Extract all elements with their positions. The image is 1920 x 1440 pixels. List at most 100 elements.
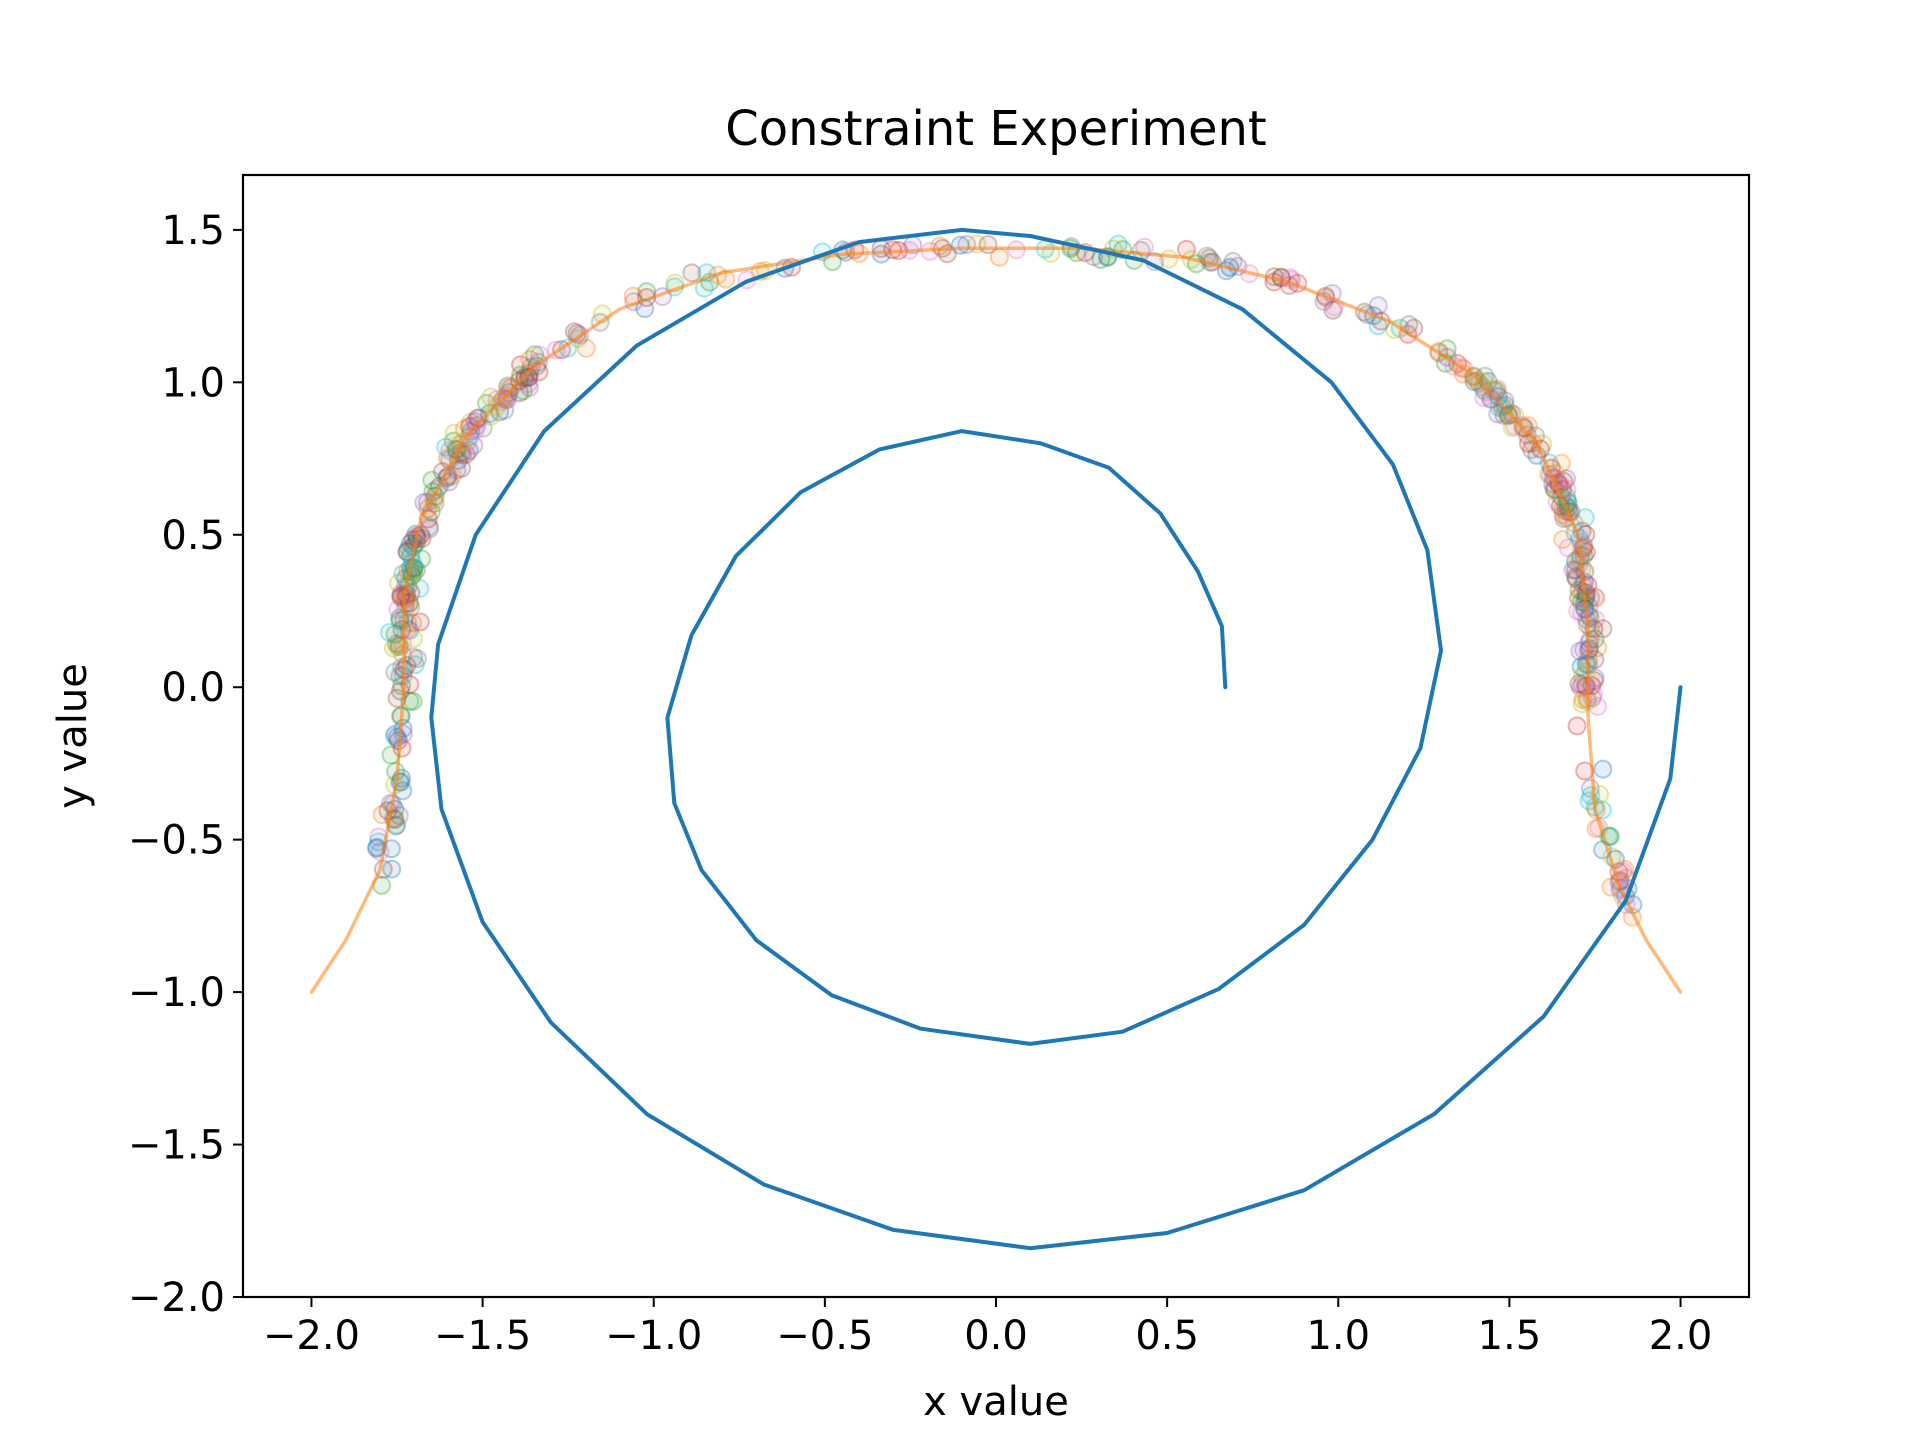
- scatter-point: [452, 458, 472, 478]
- y-tick-label: −2.0: [128, 1275, 225, 1321]
- scatter-point: [1593, 619, 1613, 639]
- scatter-point: [519, 367, 539, 387]
- scatter-point: [392, 676, 412, 696]
- y-tick-label: 1.5: [161, 208, 225, 254]
- scatter-point: [436, 437, 456, 457]
- scatter-point: [1575, 508, 1595, 528]
- scatter-point: [487, 389, 507, 409]
- scatter-point: [513, 381, 533, 401]
- scatter-point: [989, 247, 1009, 267]
- scatter-point: [525, 345, 545, 365]
- scatter-point: [476, 393, 496, 413]
- scatter-point: [1495, 395, 1515, 415]
- scatter-point: [1580, 630, 1600, 650]
- scatter-point: [499, 379, 519, 399]
- y-tick-label: −1.0: [128, 970, 225, 1016]
- spiral-line: [429, 227, 1683, 1251]
- scatter-point: [1505, 405, 1525, 425]
- scatter-point: [1483, 380, 1503, 400]
- scatter-point: [511, 355, 531, 375]
- x-axis-label: x value: [923, 1379, 1069, 1425]
- scatter-point: [1498, 406, 1518, 426]
- x-tick-label: 1.0: [1306, 1313, 1370, 1359]
- scatter-point: [1584, 671, 1604, 691]
- scatter-point: [392, 657, 412, 677]
- x-tick-label: −1.0: [605, 1313, 702, 1359]
- scatter-point: [950, 235, 970, 255]
- x-tick-label: −2.0: [263, 1313, 360, 1359]
- scatter-point: [520, 349, 540, 369]
- y-tick-label: −1.5: [128, 1123, 225, 1169]
- scatter-point: [405, 655, 425, 675]
- x-tick-label: −0.5: [776, 1313, 873, 1359]
- scatter-point: [410, 579, 430, 599]
- scatter-point: [1569, 674, 1589, 694]
- scatter-point: [481, 387, 501, 407]
- scatter-point: [519, 377, 539, 397]
- series-lines: [309, 227, 1683, 1251]
- scatter-point: [1475, 373, 1495, 393]
- scatter-point: [460, 427, 480, 447]
- scatter-point: [379, 622, 399, 642]
- scatter-point: [521, 357, 541, 377]
- scatter-point: [1572, 675, 1592, 695]
- y-axis: −2.0 −1.5 −1.0 −0.5 0.0 0.5 1.0 1.5: [128, 208, 243, 1321]
- scatter-point: [459, 440, 479, 460]
- scatter-point: [1474, 380, 1494, 400]
- scatter-point: [576, 338, 596, 358]
- scatter-point: [1593, 759, 1613, 779]
- scatter-point: [498, 389, 518, 409]
- scatter-point: [465, 412, 485, 432]
- scatter-point: [501, 377, 521, 397]
- x-axis: −2.0 −1.5 −1.0 −0.5 0.0 0.5 1.0 1.5 2.0: [263, 1297, 1712, 1359]
- scatter-point: [383, 638, 403, 658]
- x-tick-label: 0.0: [964, 1313, 1028, 1359]
- scatter-point: [1558, 538, 1578, 558]
- chart-title: Constraint Experiment: [725, 101, 1266, 157]
- scatter-point: [1615, 859, 1635, 879]
- scatter-point: [1557, 469, 1577, 489]
- scatter-point: [465, 420, 485, 440]
- scatter-point: [1488, 387, 1508, 407]
- scatter-point: [1576, 654, 1596, 674]
- scatter-point: [1476, 382, 1496, 402]
- scatter-point: [1576, 676, 1596, 696]
- plot-area: [309, 227, 1683, 1251]
- scatter-point: [1553, 529, 1573, 549]
- x-tick-label: 0.5: [1135, 1313, 1199, 1359]
- y-tick-label: 0.0: [161, 665, 225, 711]
- y-tick-label: 1.0: [161, 360, 225, 406]
- scatter-point: [469, 408, 489, 428]
- scatter-point: [481, 406, 501, 426]
- scatter-point: [1134, 237, 1154, 257]
- scatter-point: [403, 691, 423, 711]
- scatter-point: [1474, 388, 1494, 408]
- scatter-point: [1572, 694, 1592, 714]
- y-tick-label: 0.5: [161, 513, 225, 559]
- scatter-point: [392, 620, 412, 640]
- scatter-point: [464, 435, 484, 455]
- y-tick-label: −0.5: [128, 818, 225, 864]
- scatter-point: [1368, 296, 1388, 316]
- scatter-point: [1576, 662, 1596, 682]
- scatter-point: [1481, 389, 1501, 409]
- scatter-point: [1586, 588, 1606, 608]
- scatter-point: [511, 365, 531, 385]
- scatter-point: [682, 263, 702, 283]
- scatter-point: [518, 367, 538, 387]
- scatter-point: [1489, 397, 1509, 417]
- scatter-point: [407, 649, 427, 669]
- scatter-point: [1323, 300, 1343, 320]
- scatter-point: [387, 727, 407, 747]
- y-axis-label: y value: [50, 663, 96, 809]
- scatter-point: [495, 400, 515, 420]
- x-tick-label: −1.5: [434, 1313, 531, 1359]
- scatter-point: [420, 519, 440, 539]
- scatter-point: [382, 859, 402, 879]
- scatter-point: [388, 599, 408, 619]
- scatter-point: [496, 390, 516, 410]
- x-tick-label: 1.5: [1478, 1313, 1542, 1359]
- scatter-point: [1551, 453, 1571, 473]
